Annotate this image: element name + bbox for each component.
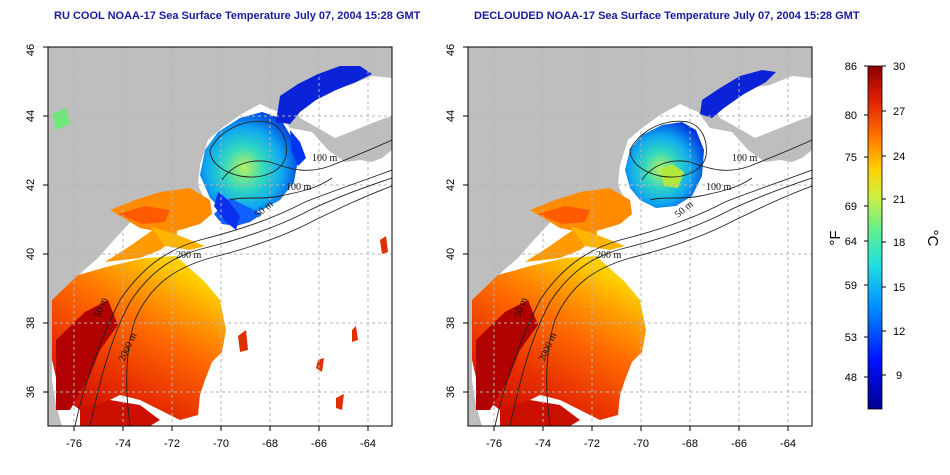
x-tick-label: -74: [535, 438, 551, 450]
land-mass: [48, 47, 392, 426]
y-axis-labels: 36 38 40 42 44 46: [25, 44, 37, 398]
fahrenheit-unit-label: °F: [827, 230, 844, 245]
y-tick-label: 40: [445, 248, 457, 260]
x-tick-label: -70: [213, 438, 229, 450]
sst-warm-core: [660, 164, 684, 188]
celsius-unit-label: °C: [924, 230, 941, 247]
y-axis-labels: 36 38 40 42 44 46: [445, 44, 457, 398]
y-tick-label: 36: [445, 386, 457, 398]
x-axis-labels: -76 -74 -72 -70 -68 -66 -64: [486, 438, 796, 450]
sst-cold-band: [700, 70, 776, 118]
fahrenheit-tick-labels: 86 80 75 69 64 59 53 48: [845, 61, 857, 384]
sst-inland-pixel: [52, 108, 70, 130]
colorbar-ticks: [864, 65, 886, 378]
x-tick-label: -66: [311, 438, 327, 450]
map-title-declouded: DECLOUDED NOAA-17 Sea Surface Temperatur…: [474, 10, 860, 22]
celsius-tick: 15: [893, 282, 905, 294]
x-tick-label: -72: [584, 438, 600, 450]
fahrenheit-tick: 75: [845, 152, 857, 164]
x-tick-label: -64: [360, 438, 376, 450]
celsius-tick: 24: [893, 151, 905, 163]
contour-label: 100 m: [706, 182, 732, 193]
x-tick-label: -70: [633, 438, 649, 450]
celsius-tick: 27: [893, 106, 905, 118]
y-tick-label: 42: [445, 179, 457, 191]
x-tick-label: -76: [66, 438, 82, 450]
celsius-tick: 18: [893, 237, 905, 249]
fahrenheit-tick: 69: [845, 201, 857, 213]
x-tick-label: -74: [115, 438, 131, 450]
bathymetry-contours: [74, 120, 392, 426]
x-tick-label: -68: [262, 438, 278, 450]
x-tick-label: -68: [682, 438, 698, 450]
y-tick-label: 44: [25, 110, 37, 122]
fahrenheit-tick: 48: [845, 372, 857, 384]
x-tick-label: -66: [731, 438, 747, 450]
celsius-tick-labels: 30 27 24 21 18 15 12 9: [893, 61, 905, 382]
y-tick-label: 44: [445, 110, 457, 122]
y-tick-label: 46: [25, 44, 37, 56]
nova-scotia-land: [770, 47, 812, 85]
celsius-tick: 9: [896, 370, 902, 382]
sst-cool-field: [625, 122, 704, 208]
x-tick-label: -72: [164, 438, 180, 450]
fahrenheit-tick: 80: [845, 110, 857, 122]
fahrenheit-tick: 53: [845, 332, 857, 344]
axis-ticks: [43, 46, 369, 431]
colorbar-gradient: [867, 65, 883, 410]
bathymetry-contours: [494, 120, 812, 426]
temperature-colorbar: 86 80 75 69 64 59 53 48 30 27 24 21 18 1…: [827, 61, 941, 410]
contour-label: 200 m: [596, 250, 622, 261]
land-mass: [468, 47, 812, 426]
y-tick-label: 42: [25, 179, 37, 191]
y-tick-label: 36: [25, 386, 37, 398]
contour-label: 100 m: [312, 153, 338, 164]
x-tick-label: -76: [486, 438, 502, 450]
map-frame: [467, 46, 813, 427]
y-tick-label: 40: [25, 248, 37, 260]
celsius-tick: 30: [893, 61, 905, 73]
x-axis-labels: -76 -74 -72 -70 -68 -66 -64: [66, 438, 376, 450]
y-tick-label: 38: [445, 317, 457, 329]
y-tick-label: 46: [445, 44, 457, 56]
map-frame: [47, 46, 393, 427]
map-title-rucool: RU COOL NOAA-17 Sea Surface Temperature …: [54, 10, 421, 22]
fahrenheit-tick: 64: [845, 236, 857, 248]
map-panel-declouded: 100 m 100 m 50 m 200 m 50 m 2000 m -76 -…: [445, 44, 813, 450]
x-tick-label: -64: [780, 438, 796, 450]
fahrenheit-tick: 86: [845, 61, 857, 73]
map-panel-rucool: 100 m 100 m 50 m 200 m 50 m 2000 m -76 -…: [25, 44, 393, 450]
axis-ticks: [463, 46, 789, 431]
sst-cold-band: [276, 66, 372, 124]
celsius-tick: 21: [893, 194, 905, 206]
y-tick-label: 38: [25, 317, 37, 329]
sst-cold-patch: [290, 130, 306, 166]
fahrenheit-tick: 59: [845, 280, 857, 292]
sst-cold-patch-2: [214, 192, 240, 230]
contour-label: 100 m: [732, 153, 758, 164]
contour-label: 200 m: [176, 250, 202, 261]
contour-label: 100 m: [286, 182, 312, 193]
celsius-tick: 12: [893, 326, 905, 338]
